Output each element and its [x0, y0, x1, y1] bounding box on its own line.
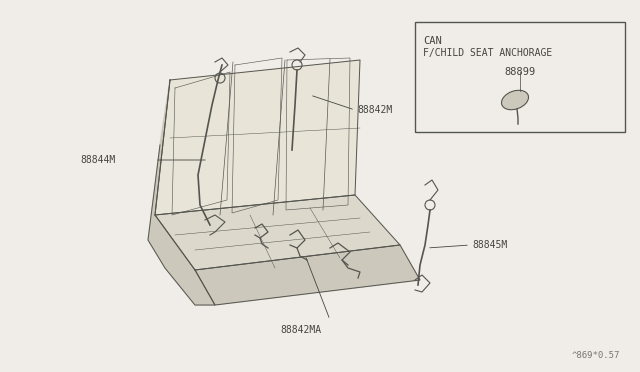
Text: CAN: CAN — [423, 36, 442, 46]
Bar — [415, 22, 625, 132]
Text: ^869*0.57: ^869*0.57 — [572, 351, 620, 360]
Text: 88845M: 88845M — [472, 240, 508, 250]
Polygon shape — [155, 60, 360, 215]
Text: F/CHILD SEAT ANCHORAGE: F/CHILD SEAT ANCHORAGE — [423, 48, 552, 58]
Ellipse shape — [502, 90, 529, 110]
Polygon shape — [155, 195, 400, 270]
Text: 88842MA: 88842MA — [280, 325, 321, 335]
Polygon shape — [195, 245, 420, 305]
Polygon shape — [148, 80, 215, 305]
Text: 88842M: 88842M — [357, 105, 392, 115]
Text: 88899: 88899 — [504, 67, 536, 77]
Text: 88844M: 88844M — [80, 155, 115, 165]
